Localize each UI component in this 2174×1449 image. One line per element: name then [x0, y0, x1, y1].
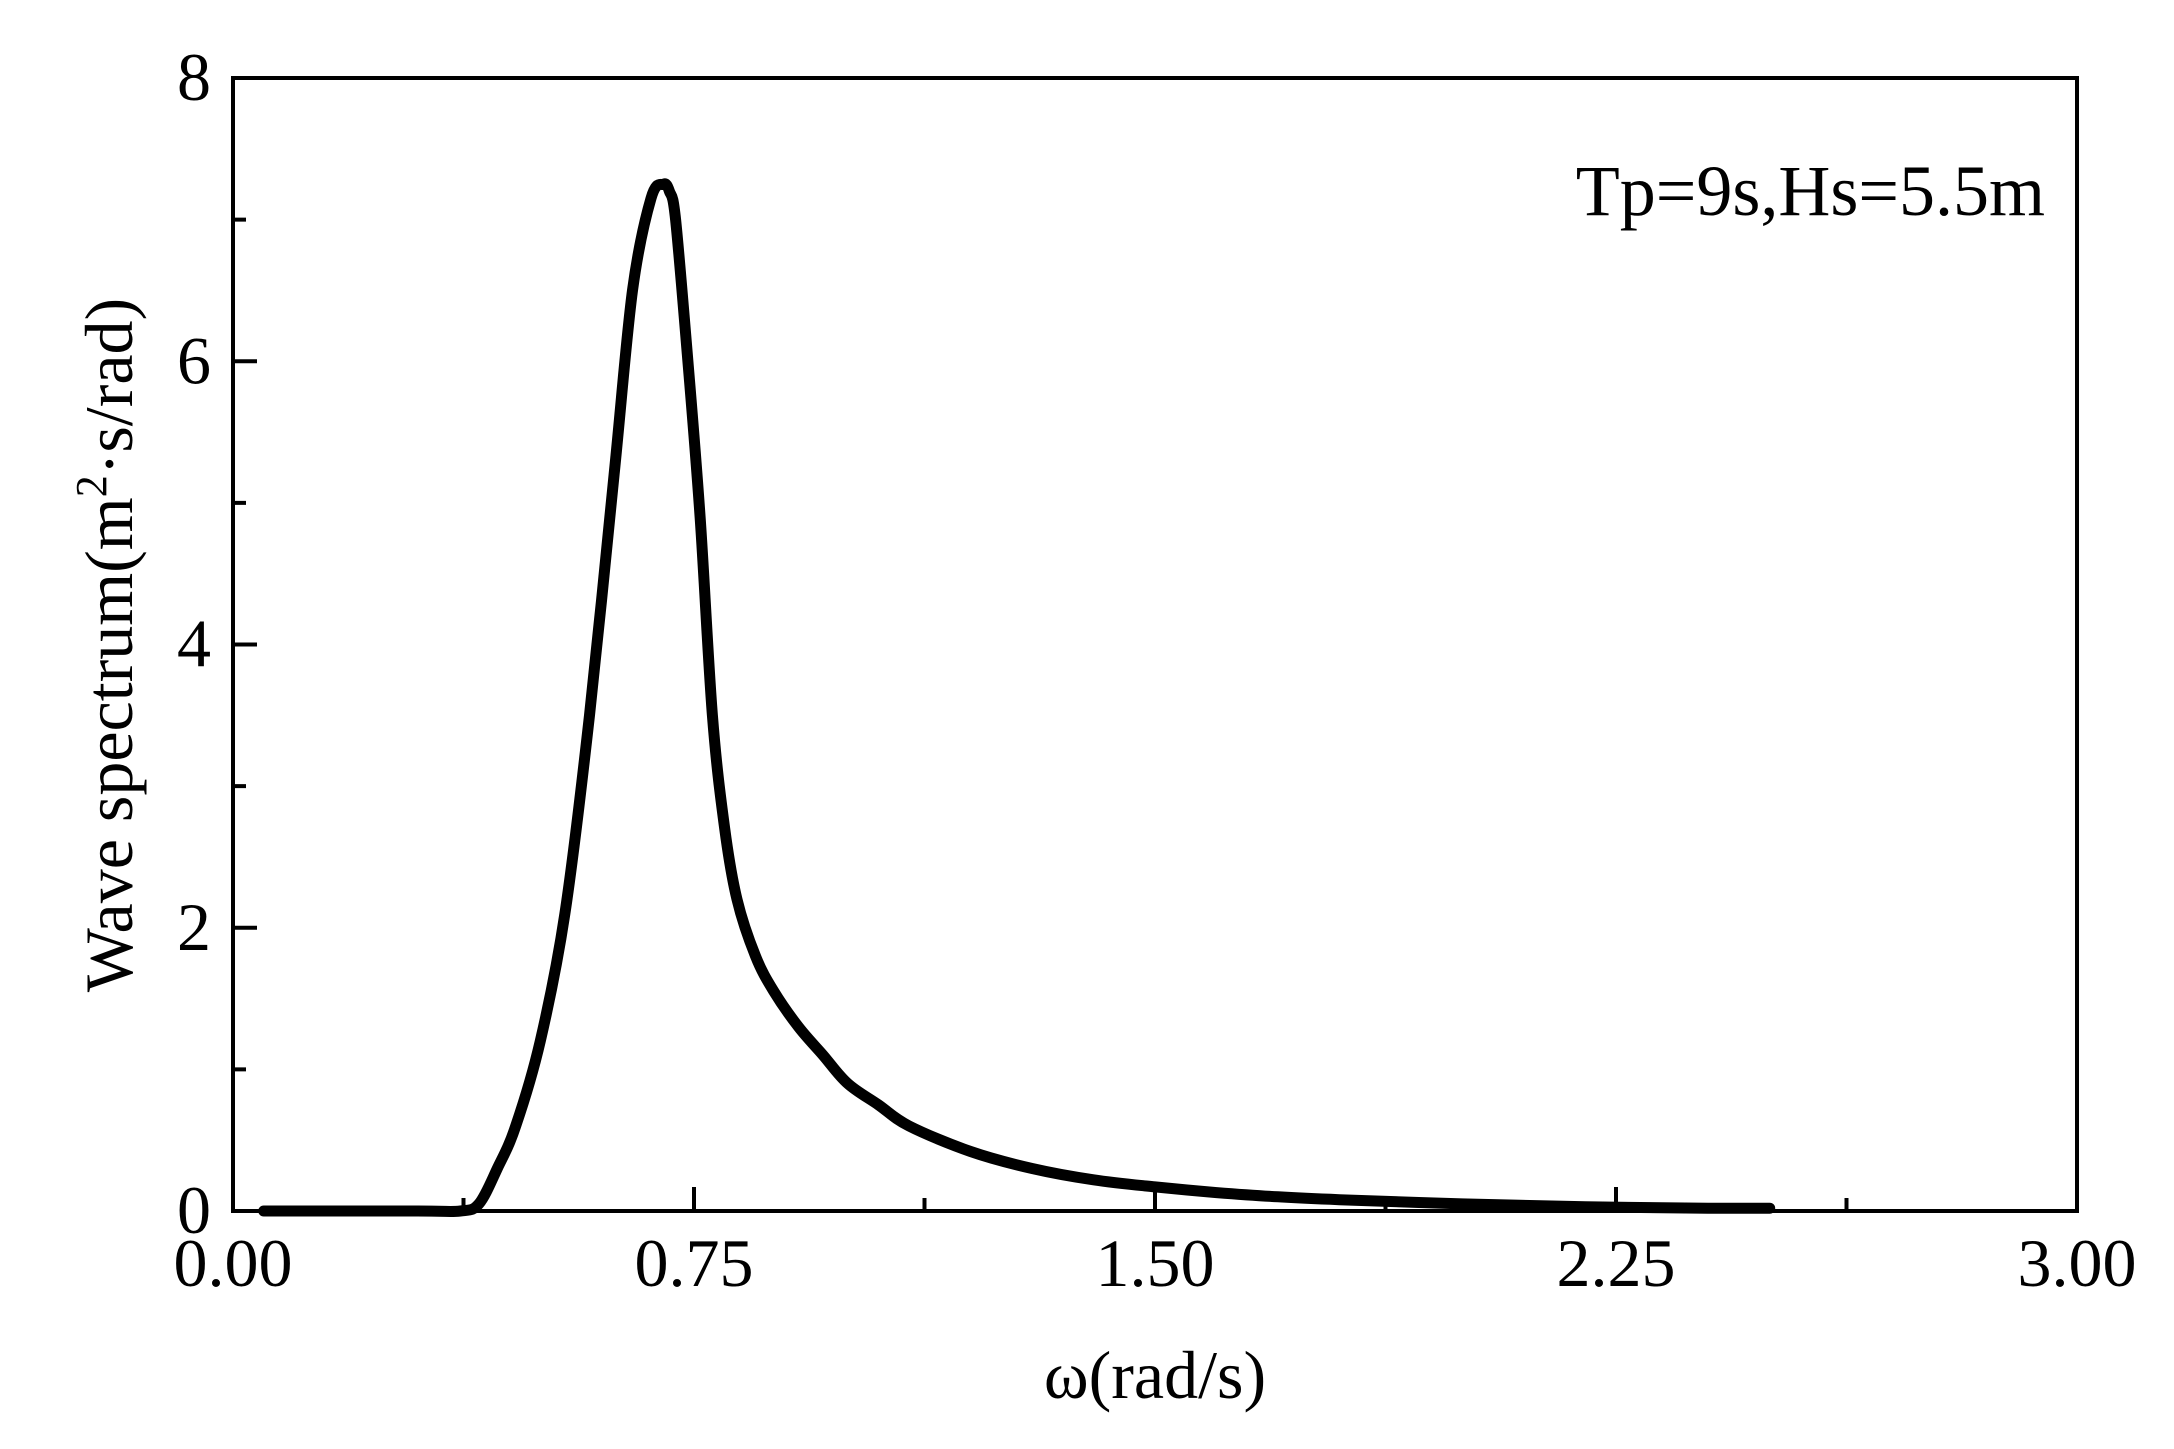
y-tick-label: 0	[177, 1172, 211, 1248]
y-tick-label: 8	[177, 39, 211, 115]
y-tick-label: 4	[177, 606, 211, 682]
spectrum-series-line	[258, 178, 1776, 1218]
y-axis-title: Wave spectrum(m2·s/rad)	[67, 298, 147, 992]
y-tick-label: 6	[177, 322, 211, 398]
x-tick-label: 3.00	[2018, 1225, 2137, 1301]
x-axis-title: ω(rad/s)	[1044, 1337, 1266, 1413]
y-axis-title-tail: ·s/rad)	[71, 298, 147, 475]
x-tick-label: 0.00	[174, 1225, 293, 1301]
y-axis-title-main: Wave spectrum(m	[71, 497, 147, 992]
x-axis-ticks: 0.00 0.75 1.50 2.25 3.00	[174, 1187, 2137, 1301]
y-axis-ticks: 0 2 4 6 8	[177, 39, 257, 1248]
x-tick-label: 0.75	[635, 1225, 754, 1301]
x-tick-label: 1.50	[1096, 1225, 1215, 1301]
y-axis-title-superscript: 2	[67, 475, 116, 497]
y-tick-label: 2	[177, 889, 211, 965]
x-tick-label: 2.25	[1557, 1225, 1676, 1301]
plot-frame	[231, 76, 2079, 1213]
annotation-label: Tp=9s,Hs=5.5m	[1576, 151, 2045, 231]
